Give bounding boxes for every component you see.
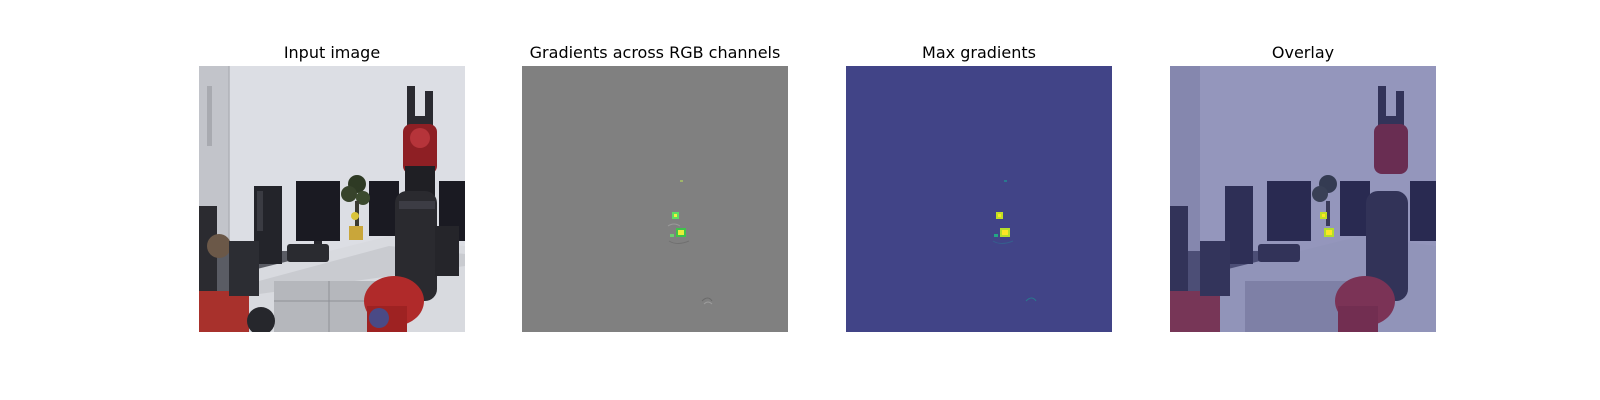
overlay-image xyxy=(1170,66,1436,332)
panel-title-input-image: Input image xyxy=(283,43,381,62)
max-gradients-map xyxy=(846,66,1112,332)
input-image-scene xyxy=(199,66,465,332)
panel-overlay: Overlay xyxy=(1170,40,1436,332)
max-gradients-image xyxy=(846,66,1112,332)
overlay-scene xyxy=(1170,66,1436,332)
panel-title-gradients-rgb: Gradients across RGB channels xyxy=(529,43,781,62)
panel-gradients-rgb: Gradients across RGB channels xyxy=(522,40,788,332)
input-image xyxy=(199,66,465,332)
gradients-rgb-image xyxy=(522,66,788,332)
panel-input-image: Input image xyxy=(199,40,465,332)
panel-title-max-gradients: Max gradients xyxy=(922,43,1036,62)
panel-max-gradients: Max gradients xyxy=(846,40,1112,332)
gradients-rgb-map xyxy=(522,66,788,332)
panel-title-overlay: Overlay xyxy=(1271,43,1335,62)
